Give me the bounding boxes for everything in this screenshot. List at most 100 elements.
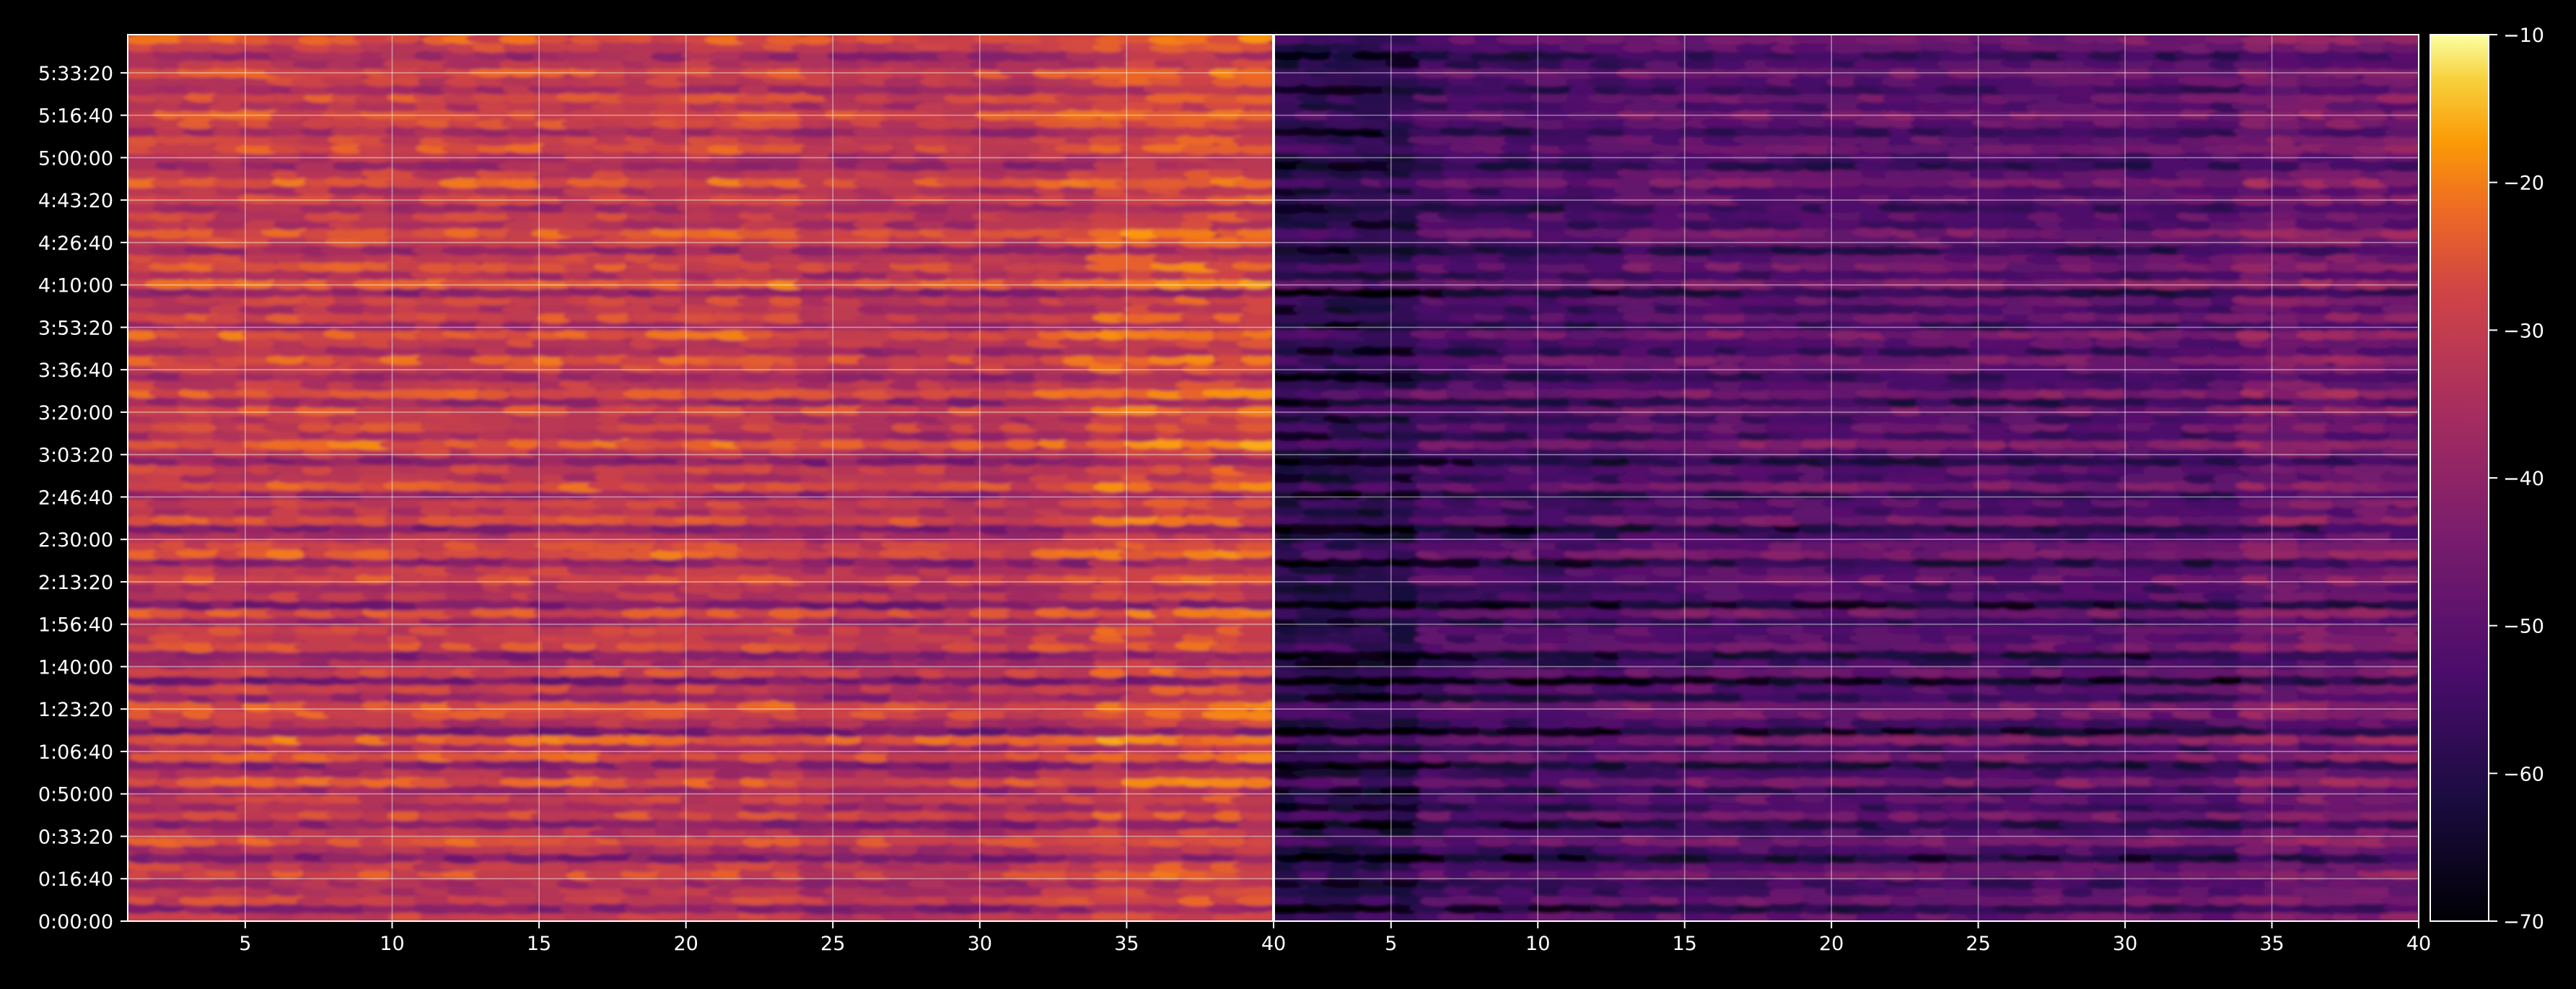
left-cell (740, 650, 775, 661)
left-cell (204, 219, 251, 230)
left-cell (564, 785, 602, 796)
left-cell (1240, 777, 1274, 788)
left-cell (911, 717, 954, 728)
left-cell (443, 809, 485, 821)
left-cell (935, 659, 988, 670)
left-cell (443, 583, 495, 593)
left-cell (950, 440, 986, 450)
left-cell (908, 541, 959, 552)
left-cell (1152, 505, 1186, 517)
left-cell (1057, 269, 1105, 281)
left-cell (356, 650, 398, 662)
left-cell (825, 718, 866, 729)
left-cell (1027, 844, 1073, 855)
left-cell (740, 414, 784, 425)
left-cell (1236, 338, 1274, 349)
left-cell (914, 355, 950, 366)
left-cell (353, 708, 399, 720)
left-cell (448, 505, 486, 517)
left-cell (851, 566, 898, 577)
left-cell (233, 539, 281, 551)
left-cell (799, 405, 843, 416)
left-cell (358, 212, 394, 223)
left-cell (676, 396, 719, 407)
left-cell (740, 252, 774, 263)
left-cell (1056, 287, 1103, 298)
left-cell (1149, 684, 1188, 695)
left-cell (771, 733, 806, 744)
left-cell (798, 35, 834, 45)
left-cell (1002, 709, 1040, 720)
left-cell (348, 658, 400, 669)
left-cell (1237, 406, 1274, 417)
left-cell (881, 254, 934, 265)
left-cell (1237, 456, 1274, 467)
left-cell (364, 252, 397, 263)
left-cell (556, 581, 607, 593)
left-cell (945, 321, 990, 332)
left-cell (1028, 598, 1072, 609)
left-cell (178, 895, 228, 906)
left-cell (590, 532, 632, 544)
left-cell (1151, 598, 1190, 609)
left-cell (796, 498, 844, 510)
left-cell (826, 464, 867, 476)
left-cell (1209, 287, 1245, 299)
left-cell (1055, 540, 1104, 551)
left-cell (450, 430, 485, 441)
left-cell (146, 692, 198, 703)
left-cell (736, 354, 783, 365)
left-cell (1235, 632, 1274, 644)
left-cell (244, 219, 281, 231)
left-cell (558, 362, 601, 374)
left-cell (1240, 573, 1274, 585)
left-cell (616, 404, 663, 415)
left-cell (181, 878, 222, 889)
left-cell (671, 313, 724, 323)
left-cell (590, 541, 636, 552)
left-cell (296, 514, 346, 526)
left-cell (1237, 624, 1274, 635)
left-cell (1142, 556, 1194, 567)
left-cell (996, 717, 1046, 728)
left-cell (421, 406, 457, 417)
left-cell (763, 877, 810, 889)
left-cell (737, 573, 781, 585)
left-cell (856, 692, 898, 704)
left-cell (504, 346, 540, 357)
left-cell (441, 245, 488, 256)
left-cell (359, 692, 393, 702)
left-cell (943, 718, 981, 728)
left-cell (153, 583, 186, 594)
left-cell (1183, 321, 1219, 332)
left-cell (266, 692, 308, 703)
left-cell (880, 440, 929, 450)
left-cell (653, 624, 692, 635)
left-cell (888, 330, 923, 341)
left-cell (538, 750, 574, 762)
left-cell (947, 405, 988, 416)
left-cell (183, 903, 223, 915)
left-cell (621, 608, 657, 619)
left-cell (1116, 794, 1161, 806)
left-cell (378, 616, 429, 627)
left-cell (128, 827, 161, 838)
left-cell (916, 515, 963, 526)
left-cell (1064, 718, 1103, 728)
left-cell (643, 708, 696, 719)
left-cell (1233, 726, 1274, 737)
left-cell (971, 312, 1014, 323)
left-cell (180, 430, 216, 441)
left-cell (1155, 515, 1191, 527)
right-cell (1556, 861, 1603, 872)
left-cell (180, 658, 221, 669)
left-cell (327, 270, 365, 282)
left-cell (1179, 330, 1221, 341)
left-cell (325, 336, 374, 348)
left-cell (1063, 523, 1098, 535)
left-cell (419, 668, 460, 679)
left-cell (563, 311, 608, 322)
left-cell (973, 667, 1009, 679)
left-cell (387, 810, 423, 822)
left-cell (566, 523, 600, 534)
